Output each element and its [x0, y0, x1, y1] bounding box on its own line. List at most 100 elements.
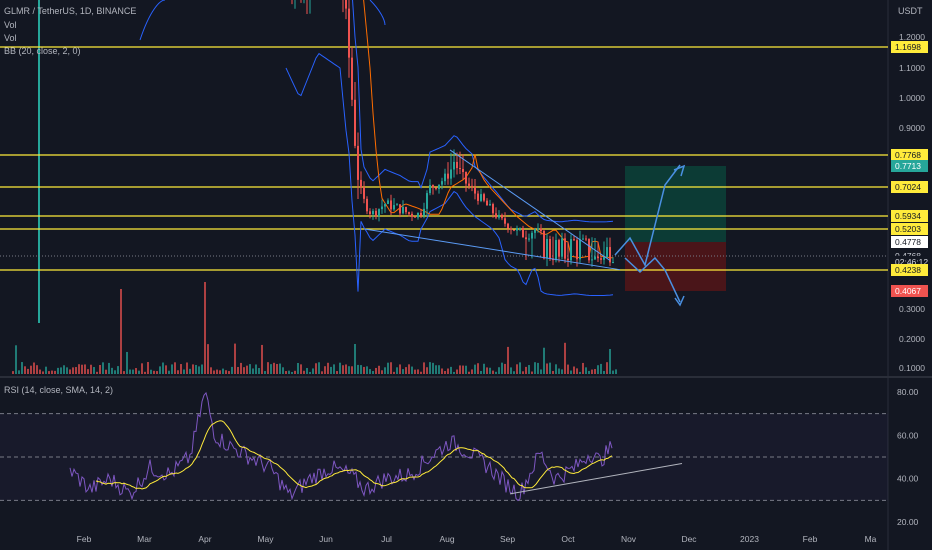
candle-body: [399, 204, 401, 214]
price-tag-0: 1.1698: [891, 41, 928, 53]
symbol-legend[interactable]: GLMR / TetherUS, 1D, BINANCE: [4, 6, 137, 16]
volume-bar: [183, 369, 185, 374]
volume-bar: [108, 362, 110, 374]
volume-legend-2[interactable]: Vol: [4, 33, 17, 43]
volume-bar: [309, 371, 311, 374]
volume-bar: [171, 364, 173, 374]
candle-body: [519, 227, 521, 229]
volume-bar: [135, 368, 137, 374]
time-axis-label-4: Jun: [319, 534, 333, 544]
volume-bar: [132, 369, 134, 374]
volume-bar: [495, 371, 497, 374]
volume-bar: [249, 364, 251, 374]
volume-bar: [147, 362, 149, 374]
volume-bar: [420, 371, 422, 374]
candle-body: [363, 187, 365, 199]
volume-bar: [348, 366, 350, 374]
volume-bar: [234, 343, 236, 374]
price-axis-tick-4: 0.3000: [899, 304, 925, 314]
candle: [393, 198, 395, 212]
time-axis-label-11: 2023: [740, 534, 759, 544]
volume-bar: [159, 366, 161, 374]
volume-bar: [579, 371, 581, 374]
volume-bar: [153, 370, 155, 374]
candle-body: [600, 258, 602, 260]
volume-bar: [237, 366, 239, 374]
price-tag-4: 0.5934: [891, 210, 928, 222]
volume-bar: [279, 363, 281, 374]
volume-bar: [180, 364, 182, 374]
volume-bar: [360, 365, 362, 374]
candle-body: [423, 208, 425, 216]
candle: [399, 204, 401, 218]
candle: [366, 196, 368, 215]
volume-bar: [219, 370, 221, 374]
volume-bar: [474, 364, 476, 374]
volume-bar: [357, 364, 359, 374]
volume-bar: [255, 364, 257, 374]
candle-body: [369, 211, 371, 215]
volume-bar: [573, 366, 575, 374]
volume-bar: [306, 368, 308, 374]
candle: [498, 210, 500, 220]
price-axis-tick-3: 0.9000: [899, 123, 925, 133]
candle: [567, 241, 569, 267]
candle-body: [543, 230, 545, 259]
volume-bar: [324, 366, 326, 374]
candle-body: [465, 172, 467, 184]
candle-body: [411, 213, 413, 217]
volume-bar: [129, 369, 131, 374]
candle-body: [378, 209, 380, 217]
candle: [423, 202, 425, 219]
candle: [369, 208, 371, 219]
volume-bar: [321, 371, 323, 374]
volume-bar: [252, 368, 254, 374]
time-axis-label-9: Nov: [621, 534, 637, 544]
volume-bar: [531, 371, 533, 374]
candle: [534, 227, 536, 239]
volume-bar: [165, 365, 167, 374]
volume-legend-1[interactable]: Vol: [4, 20, 17, 30]
candle: [300, 0, 302, 3]
volume-bar: [492, 370, 494, 374]
volume-bar: [204, 282, 206, 374]
volume-bar: [216, 369, 218, 374]
candle-body: [537, 228, 539, 230]
candle-body: [456, 161, 458, 169]
price-tag-text: 0.5203: [895, 224, 921, 234]
candle: [417, 212, 419, 220]
candle-body: [405, 206, 407, 213]
volume-bar: [162, 362, 164, 374]
volume-bar: [390, 362, 392, 374]
bullish-projection-path: [614, 164, 681, 268]
candle: [480, 188, 482, 203]
candle: [540, 224, 542, 235]
candle-body: [540, 228, 542, 231]
volume-bar: [519, 362, 521, 374]
time-axis-label-12: Feb: [803, 534, 818, 544]
candle: [552, 236, 554, 266]
candle-body: [492, 204, 494, 214]
price-tag-bg: [891, 41, 928, 53]
volume-bar: [399, 364, 401, 374]
candle: [408, 211, 410, 217]
candle: [456, 152, 458, 175]
volume-bar: [540, 369, 542, 374]
volume-bar: [186, 362, 188, 374]
volume-bar: [96, 371, 98, 374]
volume-bar: [513, 371, 515, 374]
candle-body: [504, 218, 506, 224]
price-tag-text: 0.4778: [895, 237, 921, 247]
rsi-legend[interactable]: RSI (14, close, SMA, 14, 2): [4, 385, 114, 395]
volume-bar: [27, 368, 29, 374]
volume-bar: [318, 362, 320, 374]
volume-bar: [231, 366, 233, 374]
bollinger-legend[interactable]: BB (20, close, 2, 0): [4, 46, 81, 56]
volume-bar: [477, 363, 479, 374]
candle: [558, 238, 560, 263]
candle: [354, 81, 356, 149]
volume-bar: [315, 363, 317, 374]
candle: [585, 235, 587, 242]
